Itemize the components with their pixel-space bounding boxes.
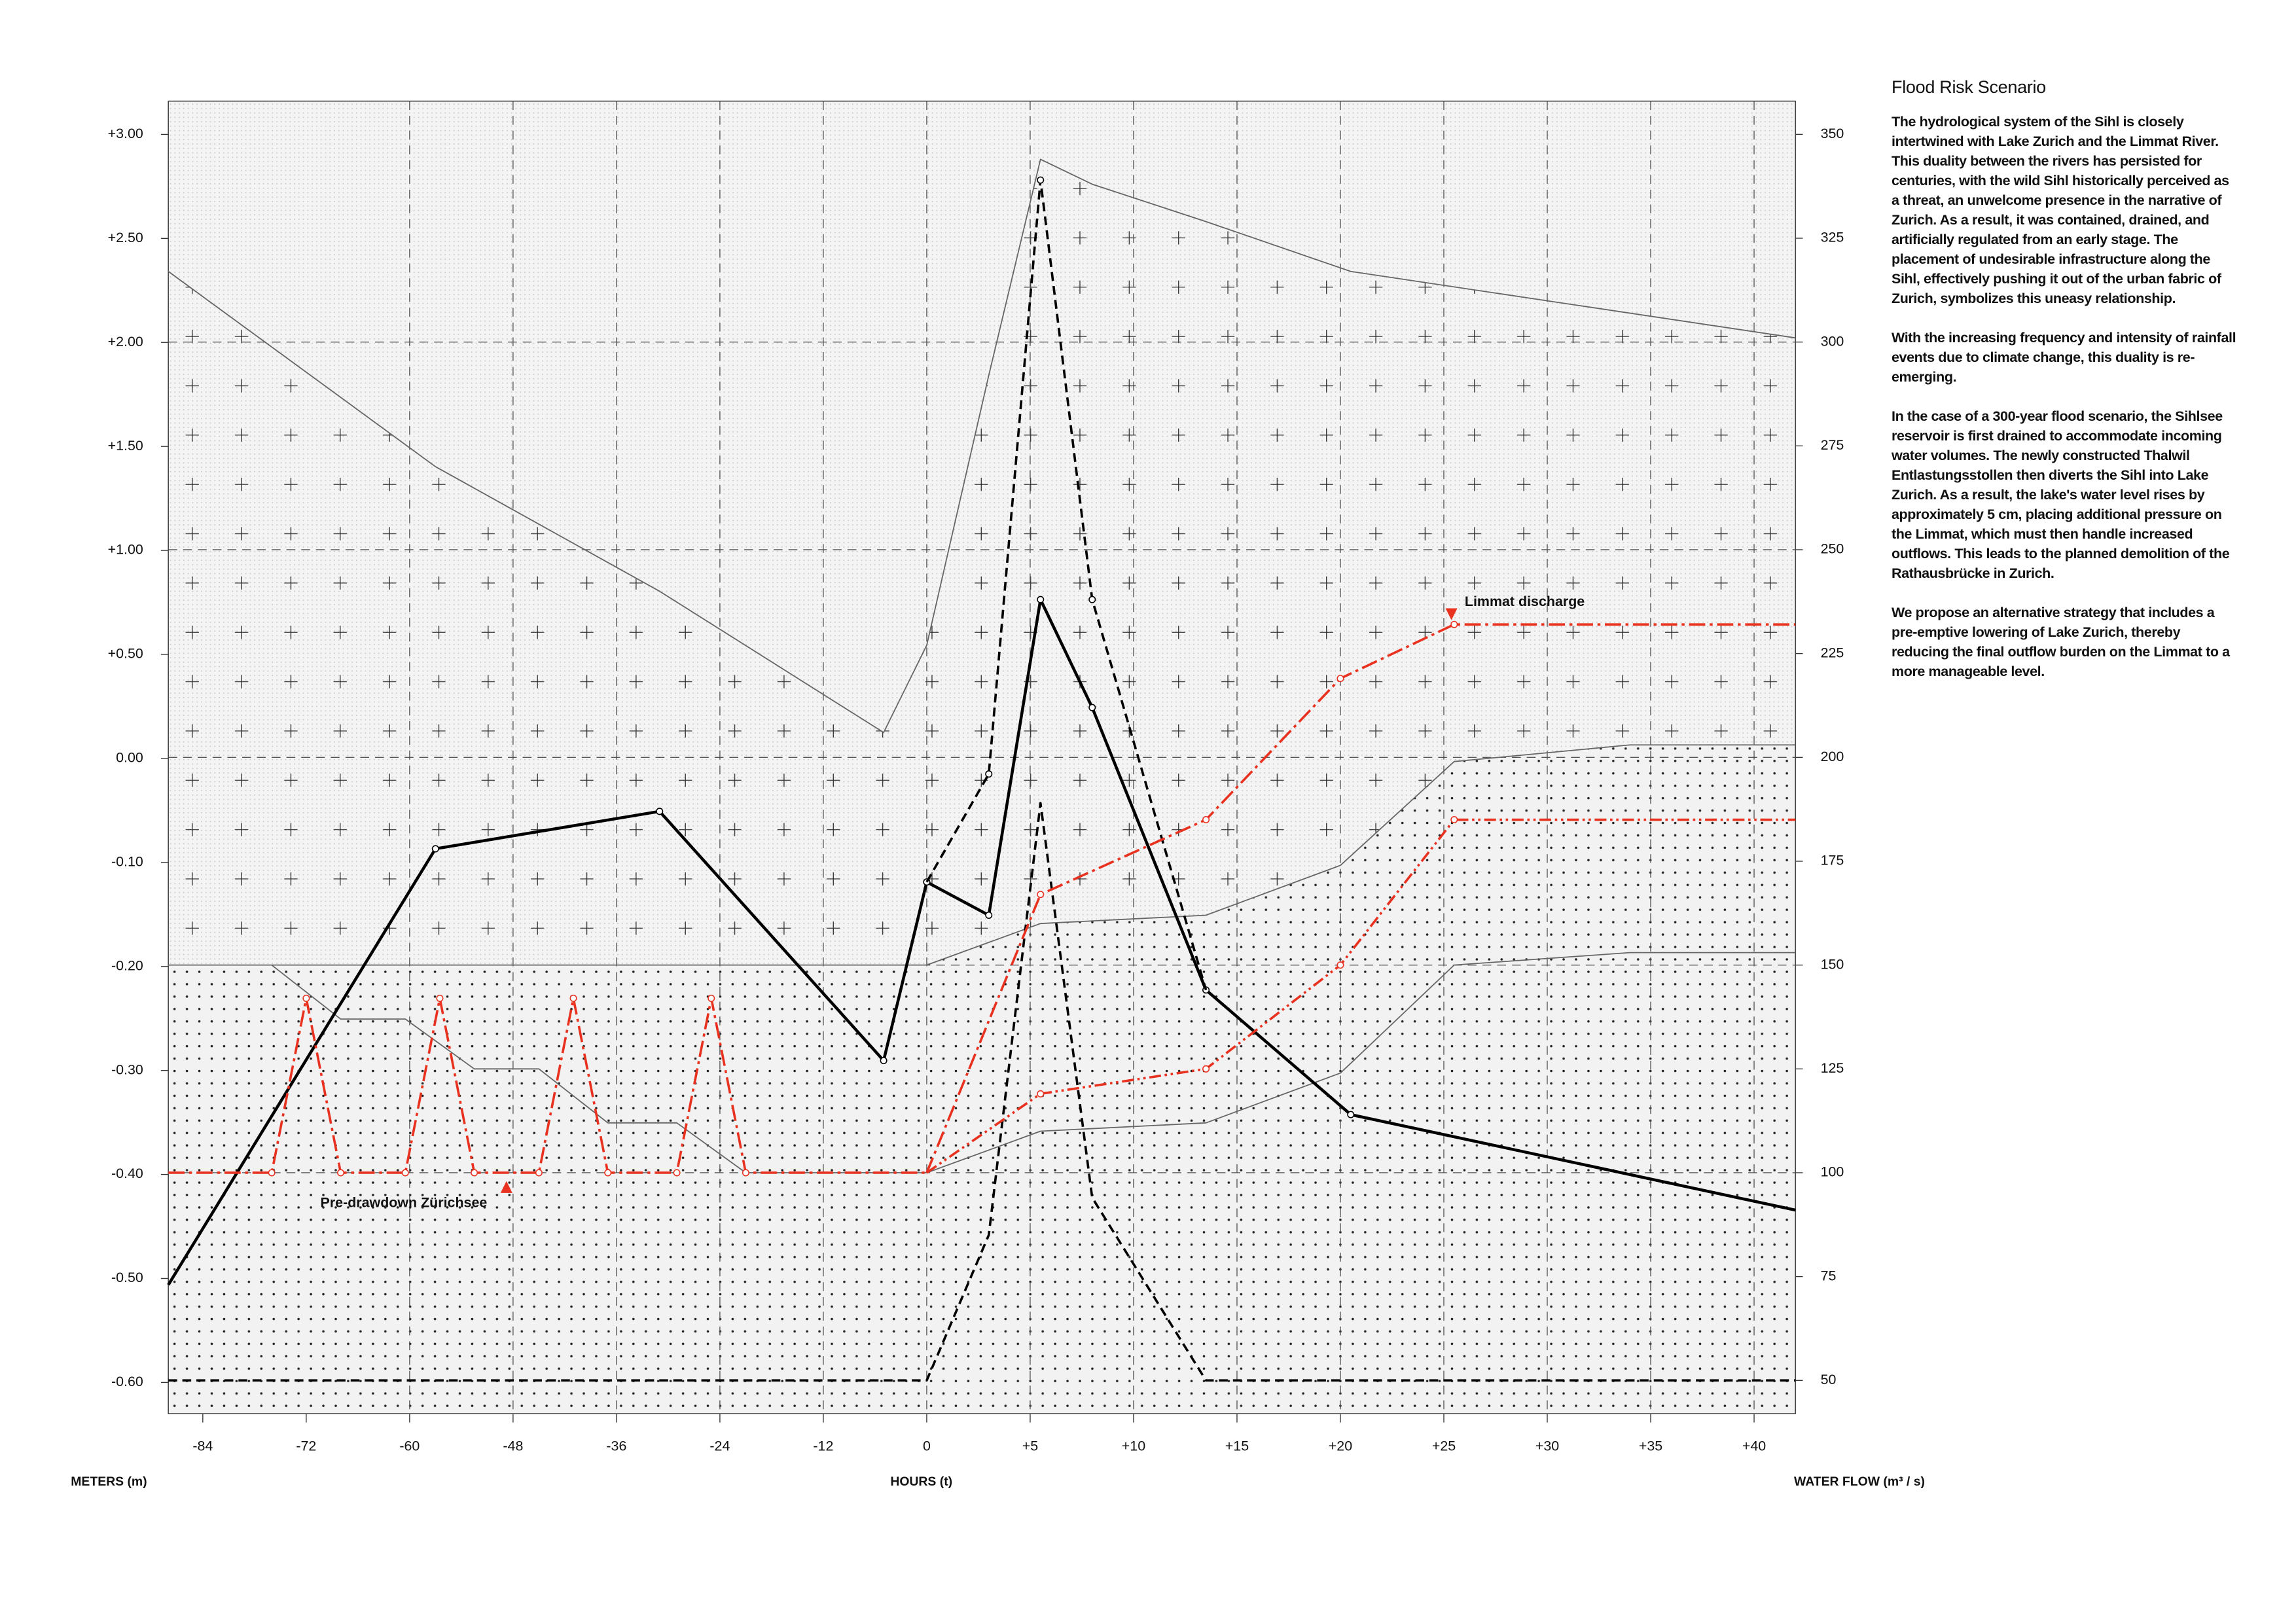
point-marker — [471, 1169, 478, 1177]
point-marker — [708, 994, 715, 1002]
point-marker — [1037, 891, 1045, 899]
point-marker — [985, 770, 993, 778]
sidebar-paragraph: The hydrological system of the Sihl is c… — [1892, 114, 2229, 306]
point-marker — [656, 808, 664, 815]
annotation-arrow — [1445, 608, 1458, 620]
y-tick-label: +3.00 — [108, 126, 143, 141]
sidebar-paragraph: We propose an alternative strategy that … — [1892, 605, 2230, 679]
point-marker — [604, 1169, 612, 1177]
sidebar-title: Flood Risk Scenario — [1892, 77, 2046, 97]
point-marker — [337, 1169, 345, 1177]
point-marker — [268, 1169, 276, 1177]
fills — [168, 159, 1796, 1414]
series-line — [168, 802, 1796, 1382]
point-marker — [1088, 704, 1096, 711]
x-tick-label: 0 — [923, 1438, 931, 1454]
point-marker — [436, 994, 444, 1002]
y-axis-title: METERS (m) — [71, 1474, 147, 1489]
y2-axis-title: WATER FLOW (m³ / s) — [1794, 1474, 1925, 1489]
y2-tick-label: 50 — [1821, 1372, 1837, 1387]
point-marker — [401, 1169, 409, 1177]
x-tick-label: -48 — [503, 1438, 523, 1454]
y2-tick-label: 100 — [1821, 1164, 1844, 1180]
y-tick-label: -0.60 — [111, 1374, 143, 1389]
x-tick-label: -84 — [192, 1438, 213, 1454]
point-marker — [1450, 815, 1458, 824]
y2-tick-label: 200 — [1821, 749, 1844, 764]
series-line — [925, 818, 1796, 1174]
point-marker — [1336, 961, 1344, 969]
x-tick-label: +35 — [1639, 1438, 1662, 1454]
annotation-arrow — [500, 1181, 512, 1193]
annotation: Pre-drawdown Zürichsee — [321, 1194, 488, 1210]
sidebar-paragraph: In the case of a 300-year flood scenario… — [1892, 408, 2230, 581]
x-tick-label: +5 — [1022, 1438, 1039, 1454]
point-marker — [1037, 176, 1045, 184]
x-tick-label: -60 — [399, 1438, 420, 1454]
point-marker — [673, 1169, 681, 1177]
y-tick-label: -0.10 — [111, 853, 143, 869]
y2-tick-label: 75 — [1821, 1268, 1837, 1283]
x-tick-label: +10 — [1122, 1438, 1145, 1454]
y2-tick-label: 300 — [1821, 333, 1844, 349]
y2-tick-label: 325 — [1821, 230, 1844, 245]
x-tick-label: +40 — [1742, 1438, 1766, 1454]
x-tick-label: -24 — [709, 1438, 730, 1454]
point-marker — [1037, 1090, 1045, 1097]
x-axis-title: HOURS (t) — [890, 1474, 952, 1489]
y-tick-label: +1.00 — [108, 542, 143, 558]
point-marker — [1336, 675, 1344, 683]
x-tick-label: +15 — [1225, 1438, 1249, 1454]
point-marker — [1202, 815, 1210, 824]
point-marker — [1347, 1111, 1355, 1118]
y-tick-label: 0.00 — [116, 750, 143, 766]
x-tick-label: +25 — [1432, 1438, 1456, 1454]
x-tick-label: -36 — [606, 1438, 626, 1454]
y-tick-label: +0.50 — [108, 646, 143, 662]
point-marker — [1450, 620, 1458, 628]
point-marker — [1037, 596, 1045, 603]
y-tick-label: +2.50 — [108, 230, 143, 245]
sidebar: Flood Risk Scenario The hydrological sys… — [1892, 77, 2238, 701]
point-marker — [1088, 596, 1096, 603]
x-tick-label: -72 — [296, 1438, 316, 1454]
y2-tick-label: 175 — [1821, 853, 1844, 868]
y2-tick-label: 275 — [1821, 437, 1844, 453]
y-tick-label: -0.50 — [111, 1270, 143, 1285]
y2-tick-label: 125 — [1821, 1060, 1844, 1076]
sidebar-paragraph: With the increasing frequency and intens… — [1892, 330, 2236, 385]
point-marker — [569, 994, 577, 1002]
y-tick-label: -0.30 — [111, 1061, 143, 1077]
point-marker — [880, 1057, 888, 1065]
y-tick-label: -0.20 — [111, 957, 143, 973]
point-marker — [535, 1169, 543, 1177]
y-tick-label: +2.00 — [108, 334, 143, 349]
point-marker — [742, 1169, 749, 1177]
x-tick-label: -12 — [813, 1438, 833, 1454]
point-marker — [985, 911, 993, 919]
series-line — [168, 744, 1796, 966]
series-line — [168, 158, 1796, 734]
y-tick-label: -0.40 — [111, 1166, 143, 1181]
area-fill — [168, 745, 1796, 1414]
x-tick-label: +20 — [1329, 1438, 1352, 1454]
point-marker — [1202, 1065, 1210, 1073]
point-marker — [431, 845, 439, 853]
plot-frame — [168, 100, 1797, 1414]
y2-tick-label: 350 — [1821, 126, 1844, 141]
y2-tick-label: 150 — [1821, 956, 1844, 972]
y2-tick-label: 250 — [1821, 541, 1844, 557]
x-tick-label: +30 — [1535, 1438, 1559, 1454]
series-line — [168, 997, 927, 1174]
y-tick-label: +1.50 — [108, 438, 143, 454]
point-marker — [302, 994, 310, 1002]
y2-tick-label: 225 — [1821, 645, 1844, 660]
annotation: Limmat discharge — [1465, 594, 1585, 609]
